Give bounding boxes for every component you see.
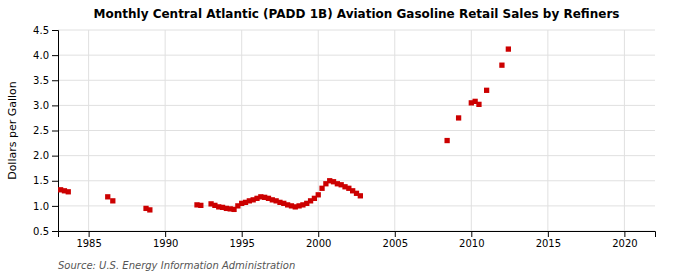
tick-mark bbox=[165, 231, 166, 237]
tick: 3.0 bbox=[33, 100, 58, 111]
axis-line bbox=[59, 232, 656, 238]
tick: 1985 bbox=[76, 231, 101, 249]
tick-label: 1990 bbox=[153, 238, 178, 249]
tick-mark bbox=[52, 30, 58, 31]
tick-label: 4.0 bbox=[33, 50, 49, 61]
tick-label: 1.0 bbox=[33, 201, 49, 212]
grid-line bbox=[88, 30, 89, 231]
grid-line bbox=[58, 180, 655, 181]
tick: 2005 bbox=[383, 231, 408, 249]
tick-label: 4.5 bbox=[33, 25, 49, 36]
tick-label: 2015 bbox=[536, 238, 561, 249]
tick-mark bbox=[89, 231, 90, 237]
y-axis-title: Dollars per Gallon bbox=[6, 81, 19, 180]
tick-mark bbox=[52, 105, 58, 106]
tick: 1995 bbox=[229, 231, 254, 249]
x-axis: 1985 1990 1995 2000 2005 2010 2015 2020 bbox=[59, 231, 656, 249]
tick-label: 1985 bbox=[76, 238, 101, 249]
tick-mark bbox=[548, 231, 549, 237]
point bbox=[499, 63, 504, 68]
source-note: Source: U.S. Energy Information Administ… bbox=[58, 260, 295, 271]
tick: 0.5 bbox=[33, 226, 58, 237]
point bbox=[66, 189, 71, 194]
grid bbox=[58, 30, 655, 231]
tick-mark bbox=[471, 231, 472, 237]
points bbox=[58, 46, 511, 212]
point bbox=[105, 194, 110, 199]
tick: 1.0 bbox=[33, 201, 58, 212]
tick-label: 1.5 bbox=[33, 175, 49, 186]
grid-line bbox=[58, 155, 655, 156]
point bbox=[484, 88, 489, 93]
tick-label: 2005 bbox=[383, 238, 408, 249]
point bbox=[358, 193, 363, 198]
tick-mark bbox=[242, 231, 243, 237]
point bbox=[476, 102, 481, 107]
tick: 2000 bbox=[306, 231, 331, 249]
grid-line bbox=[58, 30, 655, 31]
tick-mark bbox=[318, 231, 319, 237]
title: Monthly Central Atlantic (PADD 1B) Aviat… bbox=[94, 7, 620, 21]
tick-mark bbox=[52, 55, 58, 56]
point bbox=[456, 115, 461, 120]
plot-area: 1985 1990 1995 2000 2005 2010 2015 2020 0.5 1.0 1.… bbox=[33, 25, 655, 249]
y-axis: 0.5 1.0 1.5 2.0 2.5 3.0 3.5 4.0 4.5 bbox=[33, 25, 58, 237]
tick: 1.5 bbox=[33, 175, 58, 186]
tick: 4.5 bbox=[33, 25, 58, 36]
tick-mark bbox=[52, 181, 58, 182]
point bbox=[147, 207, 152, 212]
grid-line bbox=[58, 55, 655, 56]
point bbox=[506, 46, 511, 51]
tick-label: 3.5 bbox=[33, 75, 49, 86]
tick-label: 2000 bbox=[306, 238, 331, 249]
grid-line bbox=[547, 30, 548, 231]
tick: 2.5 bbox=[33, 125, 58, 136]
point bbox=[316, 192, 321, 197]
tick: 2015 bbox=[536, 231, 561, 249]
grid-line bbox=[471, 30, 472, 231]
grid-line bbox=[394, 30, 395, 231]
axis-line bbox=[52, 31, 59, 232]
tick: 1990 bbox=[153, 231, 178, 249]
grid-line bbox=[58, 130, 655, 131]
point bbox=[444, 138, 449, 143]
tick: 2020 bbox=[612, 231, 637, 249]
grid-line bbox=[58, 80, 655, 81]
tick-mark bbox=[52, 231, 58, 232]
tick-label: 1995 bbox=[229, 238, 254, 249]
tick-mark bbox=[52, 206, 58, 207]
point bbox=[198, 203, 203, 208]
grid-line bbox=[58, 105, 655, 106]
tick-mark bbox=[624, 231, 625, 237]
tick: 3.5 bbox=[33, 75, 58, 86]
tick-label: 2020 bbox=[612, 238, 637, 249]
point bbox=[319, 186, 324, 191]
tick: 4.0 bbox=[33, 50, 58, 61]
tick-label: 0.5 bbox=[33, 226, 49, 237]
tick-mark bbox=[52, 131, 58, 132]
point bbox=[110, 198, 115, 203]
tick-label: 2.5 bbox=[33, 125, 49, 136]
tick-label: 2010 bbox=[459, 238, 484, 249]
grid-line bbox=[624, 30, 625, 231]
tick: 2010 bbox=[459, 231, 484, 249]
tick-mark bbox=[52, 156, 58, 157]
grid-line bbox=[318, 30, 319, 231]
grid-line bbox=[165, 30, 166, 231]
tick: 2.0 bbox=[33, 150, 58, 161]
tick-mark bbox=[52, 80, 58, 81]
tick-mark bbox=[395, 231, 396, 237]
tick-label: 3.0 bbox=[33, 100, 49, 111]
chart: 1985 1990 1995 2000 2005 2010 2015 2020 0.5 1.0 1.… bbox=[0, 0, 675, 275]
tick-label: 2.0 bbox=[33, 150, 49, 161]
